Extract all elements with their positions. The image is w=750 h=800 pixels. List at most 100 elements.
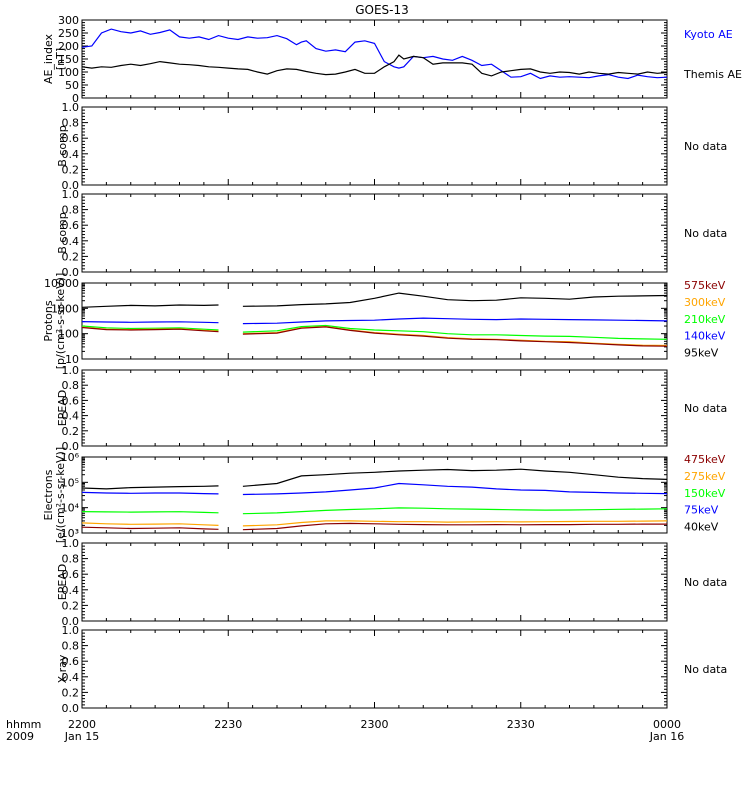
y-axis-label: Electrons: [42, 469, 55, 520]
panel-frame: [81, 106, 668, 186]
y-tick-label: 0.6: [62, 568, 80, 581]
legend-entry: 275keV: [684, 470, 726, 483]
panel-bcomp2: 0.0 0.2 0.4 0.6 0.8 1.0 B comp No data: [56, 188, 727, 279]
series-line-95kev: [242, 292, 668, 307]
y-axis-label: X-ray: [56, 654, 69, 683]
y-tick-label: 1.0: [62, 101, 80, 114]
legend-entry: 140keV: [684, 330, 726, 343]
legend-entry: 150keV: [684, 487, 726, 500]
legend-entry: 95keV: [684, 347, 719, 360]
time-axis-prefix-bottom: 2009: [6, 730, 34, 743]
time-tick-label: 2230: [214, 718, 242, 731]
series-line-150kev: [81, 511, 219, 514]
y-tick-label: 0.2: [62, 686, 80, 699]
panel-frame: [81, 629, 668, 709]
series-line-kyoto-ae: [81, 28, 668, 80]
y-tick-label: 10⁶: [61, 451, 80, 464]
y-tick-label: 10⁵: [61, 476, 79, 489]
legend-entry: 210keV: [684, 313, 726, 326]
y-tick-label: 0.2: [62, 163, 80, 176]
time-tick-label: 0000: [653, 718, 681, 731]
series-line-40kev: [81, 485, 219, 490]
y-tick-label: 0.6: [62, 394, 80, 407]
no-data-note: No data: [684, 402, 727, 415]
legend-entry: 575keV: [684, 279, 726, 292]
y-tick-label: 0.0: [62, 615, 80, 628]
y-tick-label: 0.4: [62, 235, 80, 248]
time-tick-label: 2300: [361, 718, 389, 731]
y-axis-label: Protons: [42, 300, 55, 341]
y-axis-label: EPEAD: [56, 564, 69, 601]
series-line-themis-ae: [81, 54, 668, 77]
series-line-140kev: [242, 317, 668, 325]
panel-frame: [81, 193, 668, 273]
y-tick-label: 0.4: [62, 148, 80, 161]
y-axis-label: AE_index: [42, 33, 55, 84]
chart-title: GOES-13: [355, 3, 409, 17]
no-data-note: No data: [684, 576, 727, 589]
y-tick-label: 0.4: [62, 671, 80, 684]
y-tick-label: 0.2: [62, 425, 80, 438]
y-tick-label: 0.2: [62, 250, 80, 263]
y-tick-label: 1000: [51, 302, 79, 315]
panel-epead2: 0.0 0.2 0.4 0.6 0.8 1.0 EPEAD No data: [56, 537, 727, 628]
series-line-210kev: [242, 324, 668, 340]
time-tick-label: 2200: [68, 718, 96, 731]
y-axis-label: [nT]: [54, 48, 67, 70]
y-tick-label: 1.0: [62, 537, 80, 550]
y-axis-label: [p/(cm²-s-sr-keV)]: [54, 273, 67, 370]
series-line-210kev: [81, 325, 219, 331]
y-axis-label: EPEAD: [56, 390, 69, 427]
date-tick-label: Jan 15: [64, 730, 99, 743]
date-tick-label: Jan 16: [649, 730, 684, 743]
y-tick-label: 0.6: [62, 655, 80, 668]
legend-entry: 475keV: [684, 453, 726, 466]
y-axis-label: [e/(cm²-s-sr-keV)]: [54, 447, 67, 543]
y-tick-label: 100: [58, 328, 79, 341]
no-data-note: No data: [684, 663, 727, 676]
y-tick-label: 0.8: [62, 640, 80, 653]
y-tick-label: 0: [72, 92, 79, 105]
y-tick-label: 0.6: [62, 132, 80, 145]
series-line-275kev: [81, 522, 219, 526]
series-line-150kev: [242, 507, 668, 515]
panel-frame: [81, 542, 668, 622]
legend-entry: 300keV: [684, 296, 726, 309]
series-line-75kev: [242, 482, 668, 496]
series-line-95kev: [81, 304, 219, 308]
y-tick-label: 300: [58, 14, 79, 27]
legend-entry: Kyoto AE: [684, 28, 733, 41]
y-tick-label: 10: [65, 353, 79, 366]
y-tick-label: 0.4: [62, 410, 80, 423]
y-tick-label: 100: [58, 66, 79, 79]
panel-bcomp1: 0.0 0.2 0.4 0.6 0.8 1.0 B comp No data: [56, 101, 727, 192]
y-axis-label: B comp: [56, 125, 69, 167]
y-tick-label: 0.0: [62, 266, 80, 279]
series-line-575kev: [81, 326, 219, 333]
time-tick-label: 2330: [507, 718, 535, 731]
legend-entry: 75keV: [684, 504, 719, 517]
time-axis-prefix-top: hhmm: [6, 718, 41, 731]
no-data-note: No data: [684, 140, 727, 153]
series-line-575kev: [242, 326, 668, 347]
panel-frame: [81, 369, 668, 447]
y-tick-label: 0.8: [62, 117, 80, 130]
y-tick-label: 0.6: [62, 219, 80, 232]
legend-entry: Themis AE: [683, 68, 742, 81]
y-tick-label: 0.2: [62, 599, 80, 612]
panel-epead1: 0.0 0.2 0.4 0.6 0.8 1.0 EPEAD No data: [56, 364, 727, 453]
panel-protons: 10 100 1000 10000 Protons [p/(cm²-s-sr-keV)] 5…: [42, 273, 726, 370]
y-tick-label: 200: [58, 40, 79, 53]
panel-electrons: 10³ 10⁴ 10⁵ 10⁶ Electrons [e/(cm²-s-sr-keV)] 4…: [42, 447, 726, 543]
y-tick-label: 1.0: [62, 624, 80, 637]
y-tick-label: 10³: [61, 527, 79, 540]
y-tick-label: 0.4: [62, 584, 80, 597]
series-line-40kev: [242, 468, 668, 487]
series-line-75kev: [81, 491, 219, 495]
y-tick-label: 10⁴: [61, 502, 80, 515]
series-line-475kev: [81, 526, 219, 530]
